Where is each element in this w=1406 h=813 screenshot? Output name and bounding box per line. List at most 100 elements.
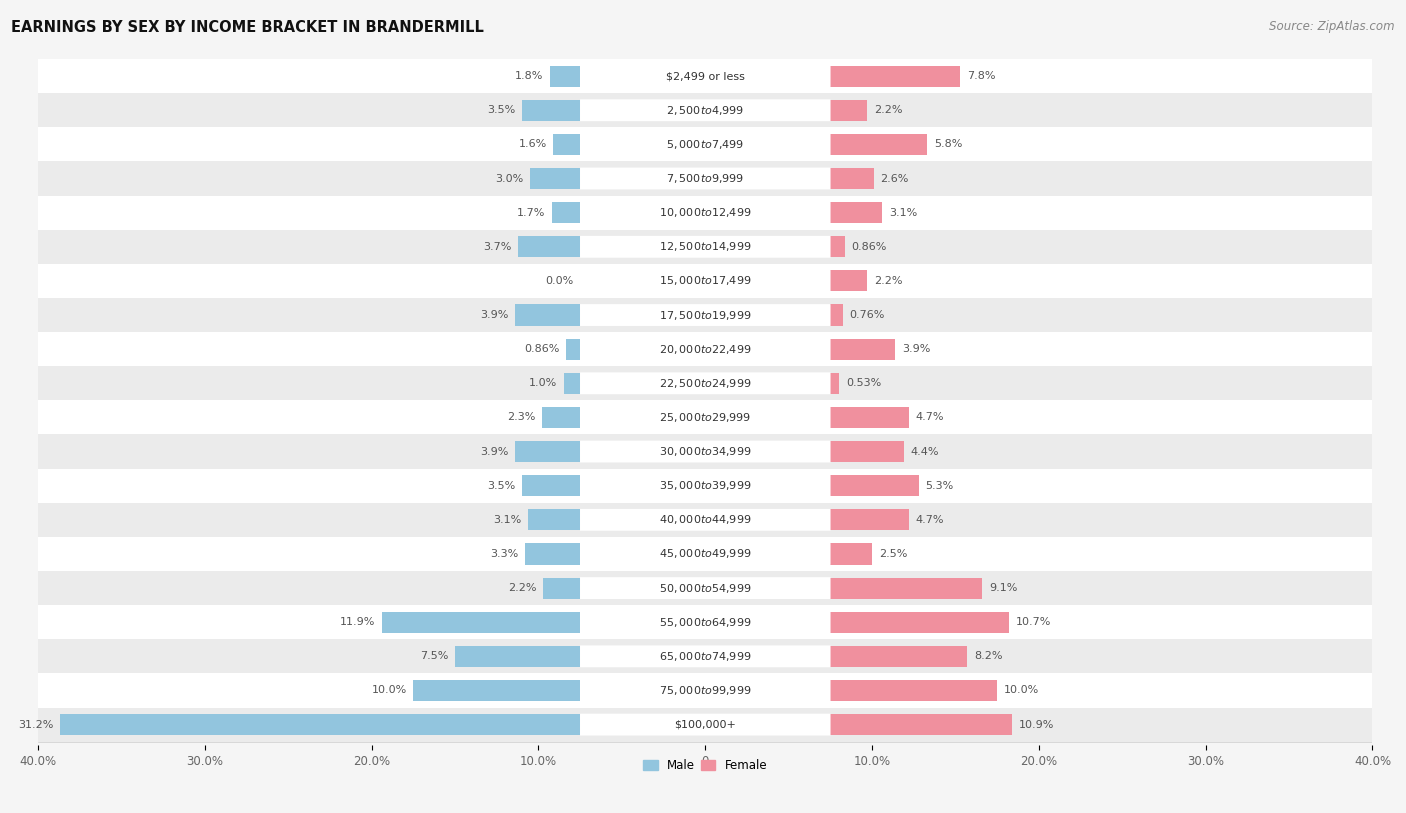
Text: $25,000 to $29,999: $25,000 to $29,999	[659, 411, 751, 424]
Bar	[564, 372, 581, 393]
Bar	[38, 128, 1372, 162]
FancyBboxPatch shape	[581, 714, 831, 736]
Text: Source: ZipAtlas.com: Source: ZipAtlas.com	[1270, 20, 1395, 33]
Bar	[456, 646, 581, 667]
Text: $35,000 to $39,999: $35,000 to $39,999	[659, 479, 752, 492]
Text: 4.7%: 4.7%	[915, 412, 943, 423]
FancyBboxPatch shape	[581, 133, 831, 155]
Text: 3.5%: 3.5%	[486, 480, 515, 491]
FancyBboxPatch shape	[581, 236, 831, 258]
Bar	[831, 372, 839, 393]
Text: $55,000 to $64,999: $55,000 to $64,999	[659, 615, 752, 628]
Bar	[522, 100, 581, 121]
Text: 0.53%: 0.53%	[846, 378, 882, 389]
Bar	[541, 406, 581, 428]
Bar	[831, 714, 1012, 735]
Bar	[38, 707, 1372, 741]
Text: 2.3%: 2.3%	[506, 412, 536, 423]
Text: 1.6%: 1.6%	[519, 139, 547, 150]
Text: 3.9%: 3.9%	[903, 344, 931, 354]
Bar	[38, 605, 1372, 639]
Bar	[831, 543, 872, 564]
Bar	[38, 502, 1372, 537]
Text: $2,499 or less: $2,499 or less	[666, 71, 745, 81]
Bar	[831, 509, 908, 530]
Text: $7,500 to $9,999: $7,500 to $9,999	[666, 172, 744, 185]
Text: 1.7%: 1.7%	[517, 207, 546, 218]
Bar	[38, 537, 1372, 571]
Bar	[831, 680, 997, 701]
Text: $10,000 to $12,499: $10,000 to $12,499	[659, 207, 752, 220]
Bar	[831, 441, 904, 462]
FancyBboxPatch shape	[581, 270, 831, 292]
Text: 5.8%: 5.8%	[934, 139, 962, 150]
Bar	[831, 338, 896, 359]
Bar	[413, 680, 581, 701]
FancyBboxPatch shape	[581, 65, 831, 87]
Text: 3.3%: 3.3%	[491, 549, 519, 559]
Text: $100,000+: $100,000+	[675, 720, 737, 729]
Text: 11.9%: 11.9%	[340, 617, 375, 627]
Text: 3.9%: 3.9%	[479, 446, 509, 457]
FancyBboxPatch shape	[581, 99, 831, 121]
Text: $15,000 to $17,499: $15,000 to $17,499	[659, 275, 752, 288]
FancyBboxPatch shape	[581, 577, 831, 599]
Bar	[38, 366, 1372, 400]
Bar	[831, 646, 967, 667]
FancyBboxPatch shape	[581, 543, 831, 565]
Text: $2,500 to $4,999: $2,500 to $4,999	[666, 104, 744, 117]
Text: $17,500 to $19,999: $17,500 to $19,999	[659, 309, 752, 321]
Bar	[38, 196, 1372, 230]
Bar	[831, 134, 927, 155]
Legend: Male, Female: Male, Female	[638, 754, 772, 777]
Bar	[38, 298, 1372, 332]
Text: 1.8%: 1.8%	[515, 71, 544, 81]
Text: 10.9%: 10.9%	[1019, 720, 1054, 729]
Text: 10.0%: 10.0%	[371, 685, 406, 695]
Text: 2.6%: 2.6%	[880, 173, 908, 184]
Bar	[831, 304, 844, 326]
Text: 10.0%: 10.0%	[1004, 685, 1039, 695]
Bar	[831, 100, 868, 121]
Bar	[38, 332, 1372, 366]
Text: 0.86%: 0.86%	[852, 241, 887, 252]
Bar	[38, 162, 1372, 196]
Text: 1.0%: 1.0%	[529, 378, 557, 389]
Bar	[831, 66, 960, 87]
Bar	[38, 400, 1372, 434]
FancyBboxPatch shape	[581, 202, 831, 224]
Bar	[38, 639, 1372, 673]
Bar	[831, 202, 882, 224]
FancyBboxPatch shape	[581, 167, 831, 189]
Text: 0.0%: 0.0%	[546, 276, 574, 286]
Text: 3.1%: 3.1%	[494, 515, 522, 525]
Bar	[831, 168, 873, 189]
FancyBboxPatch shape	[581, 372, 831, 394]
Text: 8.2%: 8.2%	[974, 651, 1002, 661]
Text: 2.2%: 2.2%	[873, 105, 903, 115]
Bar	[831, 475, 918, 496]
Text: $12,500 to $14,999: $12,500 to $14,999	[659, 241, 752, 254]
Text: $45,000 to $49,999: $45,000 to $49,999	[659, 547, 752, 560]
Text: 5.3%: 5.3%	[925, 480, 953, 491]
Bar	[38, 434, 1372, 468]
Bar	[550, 66, 581, 87]
Text: 3.0%: 3.0%	[495, 173, 523, 184]
Text: $22,500 to $24,999: $22,500 to $24,999	[659, 376, 752, 389]
Bar	[38, 93, 1372, 128]
Text: $40,000 to $44,999: $40,000 to $44,999	[659, 513, 752, 526]
Bar	[831, 406, 908, 428]
FancyBboxPatch shape	[581, 304, 831, 326]
Text: EARNINGS BY SEX BY INCOME BRACKET IN BRANDERMILL: EARNINGS BY SEX BY INCOME BRACKET IN BRA…	[11, 20, 484, 35]
Text: 9.1%: 9.1%	[988, 583, 1017, 593]
Text: $30,000 to $34,999: $30,000 to $34,999	[659, 445, 752, 458]
FancyBboxPatch shape	[581, 475, 831, 497]
Text: 0.76%: 0.76%	[849, 310, 886, 320]
Text: $20,000 to $22,499: $20,000 to $22,499	[659, 342, 752, 355]
Bar	[526, 543, 581, 564]
Text: 3.9%: 3.9%	[479, 310, 509, 320]
Text: 2.5%: 2.5%	[879, 549, 907, 559]
Text: 0.86%: 0.86%	[524, 344, 560, 354]
Text: 3.5%: 3.5%	[486, 105, 515, 115]
Bar	[515, 304, 581, 326]
